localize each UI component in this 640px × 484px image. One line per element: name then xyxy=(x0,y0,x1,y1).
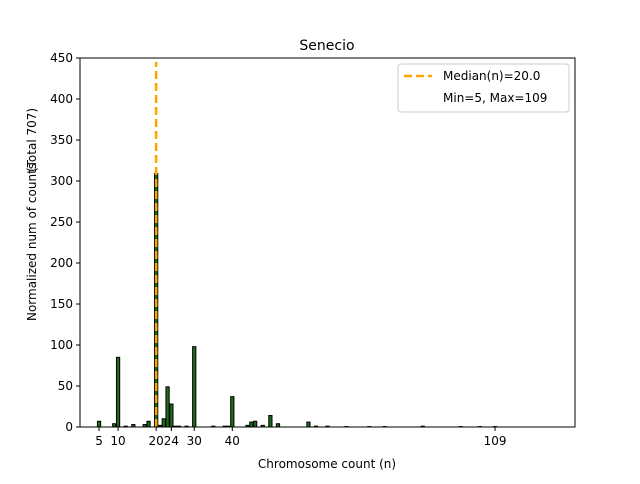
bar-n-50 xyxy=(269,416,272,427)
legend-median-label: Median(n)=20.0 xyxy=(443,69,540,83)
x-tick-label: 10 xyxy=(110,434,125,448)
y-tick-label: 350 xyxy=(50,133,73,147)
chart-title: Senecio xyxy=(299,38,354,54)
bar-n-24 xyxy=(170,404,173,427)
legend-minmax-label: Min=5, Max=109 xyxy=(443,91,547,105)
y-tick-label: 50 xyxy=(58,379,73,393)
y-tick-label: 400 xyxy=(50,92,73,106)
bar-n-5 xyxy=(97,421,100,427)
x-tick-label: 40 xyxy=(225,434,240,448)
x-tick-label: 24 xyxy=(164,434,179,448)
y-tick-label: 150 xyxy=(50,297,73,311)
x-tick-label: 109 xyxy=(484,434,507,448)
bar-n-46 xyxy=(254,421,257,427)
y-axis-label: Normalized num of counts xyxy=(25,163,39,321)
y-tick-label: 200 xyxy=(50,256,73,270)
bar-n-60 xyxy=(307,422,310,427)
y-tick-label: 450 xyxy=(50,51,73,65)
bar-n-18 xyxy=(147,421,150,427)
bar-n-40 xyxy=(231,397,234,427)
x-tick-label: 30 xyxy=(187,434,202,448)
y-tick-label: 250 xyxy=(50,215,73,229)
x-axis-label: Chromosome count (n) xyxy=(258,457,396,471)
y-axis-label-total: (Total 707) xyxy=(25,108,39,172)
y-tick-label: 0 xyxy=(65,420,73,434)
legend: Median(n)=20.0 Min=5, Max=109 xyxy=(398,64,569,112)
bar-n-30 xyxy=(193,347,196,427)
bar-n-23 xyxy=(166,387,169,427)
y-tick-label: 300 xyxy=(50,174,73,188)
x-tick-label: 20 xyxy=(149,434,164,448)
bar-n-10 xyxy=(116,357,119,427)
bar-n-45 xyxy=(250,422,253,427)
y-tick-label: 100 xyxy=(50,338,73,352)
bar-n-22 xyxy=(162,419,165,427)
x-tick-label: 5 xyxy=(95,434,103,448)
